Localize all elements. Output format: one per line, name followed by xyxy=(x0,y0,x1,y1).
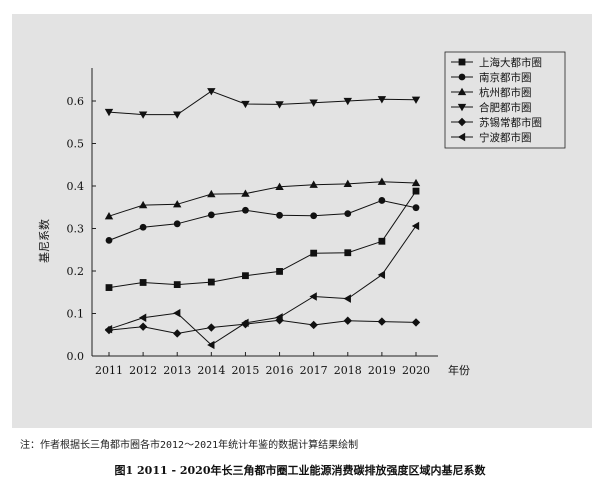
data-point xyxy=(377,270,386,280)
x-axis-title: 年份 xyxy=(448,363,470,377)
data-point xyxy=(309,99,318,107)
x-tick-label: 2011 xyxy=(95,364,123,377)
data-point xyxy=(344,210,352,218)
legend-marker xyxy=(458,58,466,66)
series-line-5 xyxy=(108,319,417,335)
data-point xyxy=(309,320,318,330)
legend-label: 上海大都市圈 xyxy=(479,56,542,69)
data-point xyxy=(173,281,181,288)
data-point xyxy=(138,200,148,209)
data-point xyxy=(138,111,148,119)
data-point xyxy=(275,101,284,109)
data-point xyxy=(411,221,420,231)
data-point xyxy=(310,212,318,220)
data-point xyxy=(207,88,216,96)
y-tick-label: 0.1 xyxy=(67,308,85,321)
source-note: 注：作者根据长三角都市圈各市2012～2021年统计年鉴的数据计算结果绘制 xyxy=(20,440,359,451)
data-point xyxy=(207,340,215,350)
legend-box xyxy=(444,51,566,149)
data-point xyxy=(207,189,216,198)
data-point xyxy=(105,284,113,291)
data-point xyxy=(173,111,182,119)
data-point xyxy=(412,187,420,195)
y-axis-title: 基尼系数 xyxy=(38,219,51,263)
x-tick-label: 2013 xyxy=(163,364,191,377)
data-point xyxy=(343,179,352,188)
data-point xyxy=(310,249,318,257)
x-tick-label: 2017 xyxy=(300,364,328,377)
legend-label: 苏锡常都市圈 xyxy=(479,116,542,129)
series-line-6 xyxy=(108,225,417,346)
data-point xyxy=(139,279,147,286)
legend-marker xyxy=(457,132,466,142)
series-line-1 xyxy=(108,190,417,289)
series-line-4 xyxy=(108,90,417,116)
data-point xyxy=(104,325,113,334)
y-tick-label: 0.0 xyxy=(67,350,85,363)
data-point xyxy=(275,313,283,322)
data-point xyxy=(242,272,249,280)
data-point xyxy=(138,313,147,322)
data-point xyxy=(343,97,352,106)
data-point xyxy=(378,197,386,204)
legend-label: 杭州都市圈 xyxy=(479,86,532,99)
data-point xyxy=(344,249,352,257)
data-point xyxy=(276,211,283,219)
chart-panel: 0.0 0.1 0.2 0.3 0.4 0.5 0.6 2011 2012 2013 2014 201… xyxy=(12,14,592,428)
data-point xyxy=(411,178,421,187)
legend-marker xyxy=(457,117,467,127)
data-point xyxy=(139,223,147,231)
data-point xyxy=(207,323,216,332)
data-point xyxy=(378,237,386,245)
series-line-3 xyxy=(108,181,417,217)
legend-label: 合肥都市圈 xyxy=(479,101,532,114)
data-point xyxy=(309,180,318,188)
data-point xyxy=(343,294,351,303)
figure-caption: 图1 2011 - 2020年长三角都市圈工业能源消费碳排放强度区域内基尼系数 xyxy=(114,464,486,477)
data-point xyxy=(173,308,181,318)
data-point xyxy=(411,318,421,327)
data-point xyxy=(411,96,421,104)
data-point xyxy=(173,200,182,208)
line-chart: 0.0 0.1 0.2 0.3 0.4 0.5 0.6 2011 2012 2013 2014 201… xyxy=(38,51,566,377)
data-point xyxy=(276,268,283,275)
data-point xyxy=(241,100,250,109)
data-point xyxy=(242,206,249,214)
data-point xyxy=(173,220,181,228)
x-tick-label: 2015 xyxy=(231,364,259,377)
y-tick-label: 0.2 xyxy=(67,265,85,278)
y-tick-label: 0.3 xyxy=(67,223,85,236)
y-tick-label: 0.4 xyxy=(67,180,85,193)
legend-label: 南京都市圈 xyxy=(479,71,532,84)
data-point xyxy=(207,211,215,219)
data-point xyxy=(173,329,182,338)
data-point xyxy=(105,237,113,244)
data-point xyxy=(377,317,387,326)
data-point xyxy=(207,278,215,286)
data-point xyxy=(309,292,317,301)
legend-marker xyxy=(457,103,467,112)
data-point xyxy=(343,316,352,325)
data-point xyxy=(377,177,387,185)
y-tick-label: 0.6 xyxy=(67,95,85,108)
data-point xyxy=(138,322,148,331)
x-tick-label: 2016 xyxy=(266,364,294,377)
legend-label: 宁波都市圈 xyxy=(479,131,532,144)
data-point xyxy=(241,189,250,197)
x-tick-label: 2020 xyxy=(402,364,430,377)
data-point xyxy=(241,318,249,328)
x-tick-label: 2018 xyxy=(334,364,362,377)
series-line-2 xyxy=(108,199,417,241)
data-point xyxy=(104,211,114,220)
data-point xyxy=(104,108,114,117)
data-point xyxy=(412,204,420,212)
x-tick-label: 2019 xyxy=(368,364,396,377)
y-tick-label: 0.5 xyxy=(67,138,85,151)
legend-marker xyxy=(457,87,467,96)
x-tick-label: 2012 xyxy=(129,364,157,377)
data-point xyxy=(275,182,284,190)
x-tick-label: 2014 xyxy=(197,364,225,377)
data-point xyxy=(377,96,387,104)
legend-marker xyxy=(458,73,466,81)
